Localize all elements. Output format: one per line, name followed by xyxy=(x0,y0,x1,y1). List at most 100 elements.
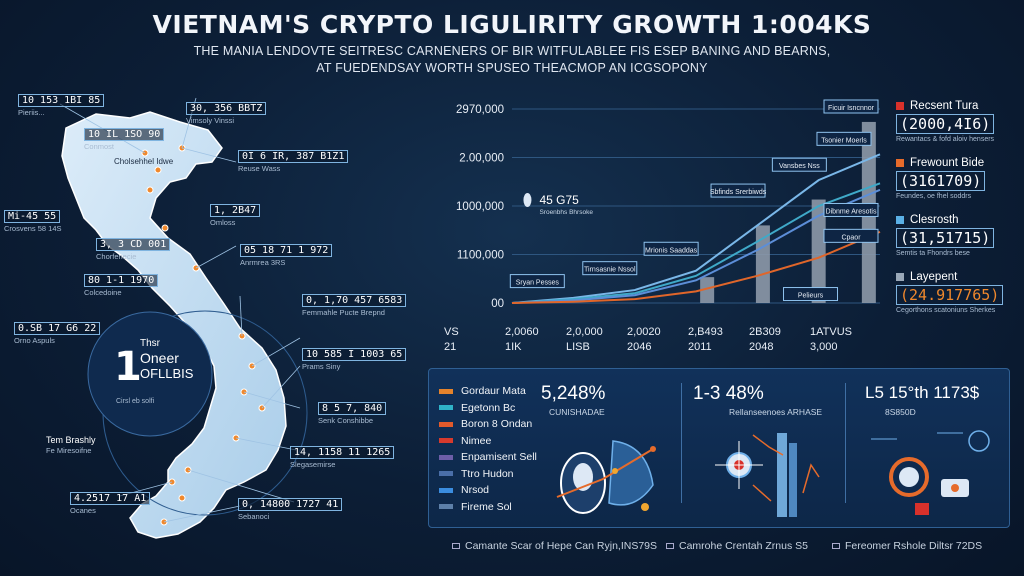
bulb-icon xyxy=(523,193,532,207)
robot-head-icon xyxy=(556,440,656,514)
legend-swatch xyxy=(896,216,904,224)
callout-value: 45 G75 xyxy=(539,193,579,207)
category-item: Fireme Sol xyxy=(439,499,537,516)
map-label: 80 1-1 1970 Colcedoine xyxy=(84,274,159,297)
stat-caption: 8S850D xyxy=(885,407,916,417)
map-label: 3, 3 CD 001 Chorfenecie xyxy=(96,238,171,261)
divider xyxy=(681,383,682,503)
map-label: 0I 6 IR, 387 B1Z1 Reuse Wass xyxy=(238,150,349,173)
annotation-box xyxy=(710,183,766,198)
annotation-box xyxy=(823,202,879,217)
annotation-label: Ficuir Isncnnor xyxy=(828,105,875,112)
category-swatch xyxy=(439,504,453,510)
footer-note: Camante Scar of Hepe Can Ryjn,INS79S xyxy=(452,540,657,552)
y-tick-label: 1100,000 xyxy=(457,250,504,262)
category-list: Gordaur Mata Egetonn Bc Boron 8 Ondan Ni… xyxy=(439,383,537,515)
map-label: 0, 1,70 457 6583 Femmahle Pucte Brepnd xyxy=(302,294,407,317)
x-tick-label: 21 xyxy=(444,341,456,353)
x-tick-label: 2,0020 xyxy=(627,326,661,338)
bar xyxy=(755,225,770,303)
map-label: 1, 2B47 Omloss xyxy=(210,204,261,227)
x-tick-label: 2,0,000 xyxy=(566,326,603,338)
map-label: 30, 356 BBTZ Vimsoly Vinssi xyxy=(186,102,267,125)
callout-text: Thsr Oneer OFLLBIS xyxy=(140,338,194,381)
annotation-box xyxy=(823,228,879,243)
x-tick-label: 2048 xyxy=(749,341,773,353)
category-item: Enpamisent Sell xyxy=(439,449,537,466)
legend-item: Frewount Bide (3161709) Feundes, oe fhel… xyxy=(896,157,986,200)
category-item: Egetonn Bc xyxy=(439,400,537,417)
map-label: Mi-45 55 Crosvens 58 14S xyxy=(4,210,62,233)
map-label: 14, 1158 11 1265 Slegasemirse xyxy=(290,446,395,469)
category-swatch xyxy=(439,471,453,477)
callout-caption: Cirsl eb solfi xyxy=(116,398,155,405)
footer-note: Camrohe Crentah Zrnus S5 xyxy=(666,540,808,552)
legend-swatch xyxy=(896,102,904,110)
vietnam-map-panel: 10 153 1BI 85 Pieriis... 30, 356 BBTZ Vims… xyxy=(0,78,420,548)
legend-item: Recsent Tura (2000,4I6) Rewantacs & fofd… xyxy=(896,100,995,143)
liquidity-line-chart: 2970,000 2.00,000 1000,000 1100,000 00 VS 21 2,… xyxy=(444,99,881,353)
annotation-label: Vansbes Nss xyxy=(779,163,820,170)
annotation-label: Cpaor xyxy=(841,234,861,241)
x-tick-label: 1ATVUS xyxy=(810,326,852,338)
callout-caption: Sroenbhs Bhrsoke xyxy=(539,209,593,216)
legend-swatch xyxy=(896,273,904,281)
map-label: Tem Brashly Fe Miresoifne xyxy=(46,435,96,455)
network-tower-icon xyxy=(715,433,820,517)
vietnam-map-shape xyxy=(59,97,308,539)
category-swatch xyxy=(439,421,453,427)
callout-circle xyxy=(87,311,213,437)
annotation-box xyxy=(643,241,699,256)
y-tick-label: 2.00,000 xyxy=(459,153,504,165)
x-tick-label: 2B309 xyxy=(749,326,781,338)
stat-value: 5,248% xyxy=(541,383,606,404)
x-tick-label: VS xyxy=(444,326,459,338)
stat-value: L5 15°th 1173$ xyxy=(865,383,980,402)
bar xyxy=(700,277,715,303)
category-item: Gordaur Mata xyxy=(439,383,537,400)
y-tick-label: 1000,000 xyxy=(456,201,504,213)
category-swatch xyxy=(439,487,453,493)
annotation-box xyxy=(771,157,827,172)
map-label: 10 585 I 1003 65 Prams Siny xyxy=(302,348,407,371)
map-label: 0.SB 17 G6 22 Orno Aspuls xyxy=(14,322,101,345)
x-tick-label: 2,B493 xyxy=(688,326,723,338)
stats-panel: Gordaur Mata Egetonn Bc Boron 8 Ondan Ni… xyxy=(428,368,1010,528)
x-tick-label: 3,000 xyxy=(810,341,838,353)
x-tick-label: 1IK xyxy=(505,341,522,353)
footer-square-icon xyxy=(832,543,840,550)
legend-item: Clesrosth (31,51715) Semtis ta Fhondrs b… xyxy=(896,214,1016,257)
map-label: 0, 14800 1727 41 Sebanoci xyxy=(238,498,343,521)
series-line xyxy=(511,188,881,304)
annotation-label: Dibnme Aresotis xyxy=(826,208,877,215)
series-line xyxy=(511,153,881,304)
annotation-label: Sbfinds Srerbiwds xyxy=(710,189,767,196)
category-item: Ttro Hudon xyxy=(439,466,537,483)
annotation-label: Tsonier Moerls xyxy=(821,137,867,144)
annotation-box xyxy=(823,99,879,114)
map-label: 05 18 71 1 972 Anrmrea 3RS xyxy=(240,244,333,267)
stat-value: 1-3 48% xyxy=(693,383,764,404)
annotation-box xyxy=(816,131,872,146)
category-swatch xyxy=(439,438,453,444)
stat-caption: Rellanseenoes ARHASE xyxy=(729,407,823,417)
annotation-label: Tirnsasnie Nssol xyxy=(584,267,636,274)
map-label: Cholsehhel Idwe xyxy=(114,157,174,166)
coin-gear-icon xyxy=(871,430,990,515)
x-tick-label: 2046 xyxy=(627,341,651,353)
legend-item: Layepent (24.917765) Cegorthons scatoniu… xyxy=(896,271,1016,314)
stat-caption: CUNISHADAE xyxy=(549,407,605,417)
category-item: Boron 8 Ondan xyxy=(439,416,537,433)
page-subtitle-line-2: AT FUEDENDSAY WORTH SPUSEO THEACMOP AN I… xyxy=(316,61,708,75)
map-label: 8 5 7, 840 Senk Conshibbe xyxy=(318,402,387,425)
x-tick-label: 2011 xyxy=(688,341,712,353)
map-label: 4.2517 17 A1 Ocanes xyxy=(70,492,151,515)
category-swatch xyxy=(439,454,453,460)
annotation-box xyxy=(509,274,565,289)
page-title: VIETNAM'S CRYPTO LIGULIRITY GROWTH 1:004… xyxy=(152,10,872,39)
annotation-label: Mrionis Saaddas xyxy=(645,247,698,254)
category-item: Nimee xyxy=(439,433,537,450)
map-label: 10 IL 1SO 90 Conmost xyxy=(84,128,165,151)
chart-legend: Recsent Tura (2000,4I6) Rewantacs & fofd… xyxy=(896,100,1016,328)
annotation-box xyxy=(582,261,638,276)
